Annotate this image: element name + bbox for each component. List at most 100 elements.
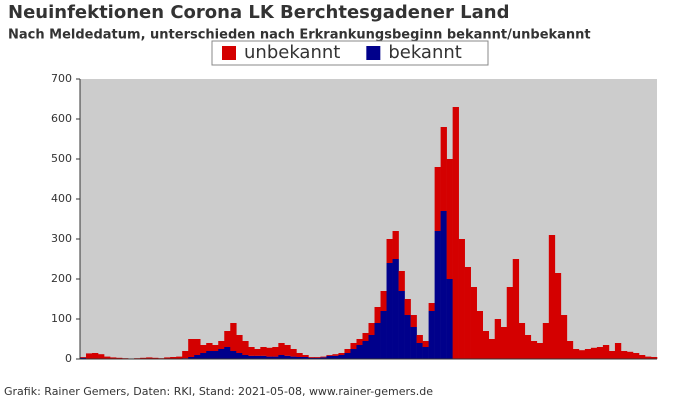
bar (302, 357, 309, 359)
bar (446, 279, 453, 359)
bar (236, 335, 243, 353)
bar (374, 323, 381, 359)
bar (350, 343, 357, 349)
bar (488, 339, 496, 359)
bar (638, 355, 646, 359)
bar (326, 355, 333, 359)
bar (434, 167, 441, 231)
bar (338, 353, 345, 355)
bar (626, 351, 634, 359)
bar (542, 323, 550, 359)
bar (494, 319, 502, 359)
chart-title: Neuinfektionen Corona LK Berchtesgadener… (8, 2, 509, 23)
bar (458, 239, 465, 359)
bar (230, 323, 237, 351)
bar (536, 343, 544, 359)
bar (242, 341, 249, 355)
bar (470, 287, 477, 359)
bar (254, 349, 261, 356)
bar (632, 353, 640, 359)
bar (284, 345, 291, 356)
bar (644, 356, 652, 359)
bar (506, 287, 514, 359)
bar (338, 355, 345, 359)
bar (362, 341, 369, 359)
bar (80, 357, 87, 358)
bar (320, 357, 327, 359)
bar (290, 349, 297, 357)
source-note: Grafik: Rainer Gemers, Daten: RKI, Stand… (4, 385, 433, 398)
bar (554, 273, 562, 359)
bar (266, 356, 273, 359)
bar (530, 341, 538, 359)
bar (500, 327, 508, 359)
bar (146, 357, 153, 359)
bar (110, 357, 117, 359)
bar (116, 357, 123, 359)
bar (584, 349, 592, 359)
bar (578, 350, 586, 359)
y-tick-label: 400 (51, 192, 72, 205)
bar (308, 357, 315, 359)
legend-box (211, 40, 489, 66)
bar (566, 341, 574, 359)
chart-subtitle: Nach Meldedatum, unterschieden nach Erkr… (8, 28, 591, 43)
bar (398, 291, 405, 359)
bar (224, 331, 231, 347)
bar (248, 347, 255, 356)
bar (242, 355, 249, 359)
bar (416, 335, 423, 343)
bar (272, 356, 279, 359)
bar (614, 343, 622, 359)
bar (368, 335, 375, 359)
bar (308, 357, 315, 358)
bar (620, 351, 628, 359)
bar (98, 354, 105, 359)
bar (332, 355, 339, 359)
bar (260, 355, 267, 359)
bar (476, 311, 483, 359)
bar (410, 327, 417, 359)
bar (356, 345, 363, 359)
bar (272, 347, 279, 357)
bar (200, 353, 207, 359)
bar (344, 353, 351, 359)
bar (164, 357, 171, 359)
bar (548, 235, 556, 359)
bar (512, 259, 520, 359)
bar (398, 271, 405, 291)
bar (434, 231, 441, 359)
bar (440, 211, 447, 359)
bar (206, 343, 213, 351)
bar (410, 315, 417, 327)
bar (416, 343, 423, 359)
bar (230, 351, 237, 359)
bar (602, 345, 610, 359)
legend-label: bekannt (388, 42, 462, 63)
y-tick-label: 300 (51, 232, 72, 245)
y-tick-label: 700 (51, 72, 72, 85)
plot-area (80, 79, 657, 359)
bar (590, 347, 598, 359)
bar (254, 355, 261, 359)
bar (278, 343, 285, 355)
bar (296, 353, 303, 357)
legend-swatch (366, 46, 381, 60)
bar (194, 339, 201, 355)
bar (140, 357, 147, 359)
legend-label: unbekannt (244, 42, 340, 63)
bar (446, 159, 453, 279)
bar (374, 307, 381, 323)
bar (332, 354, 339, 356)
bar (422, 341, 429, 347)
bar (92, 353, 99, 359)
bar (200, 345, 207, 353)
bar (404, 299, 411, 315)
bar (596, 347, 604, 359)
bar (422, 347, 429, 359)
bar (560, 315, 568, 359)
bar (86, 353, 93, 359)
bar (392, 231, 399, 259)
bar (440, 127, 447, 211)
